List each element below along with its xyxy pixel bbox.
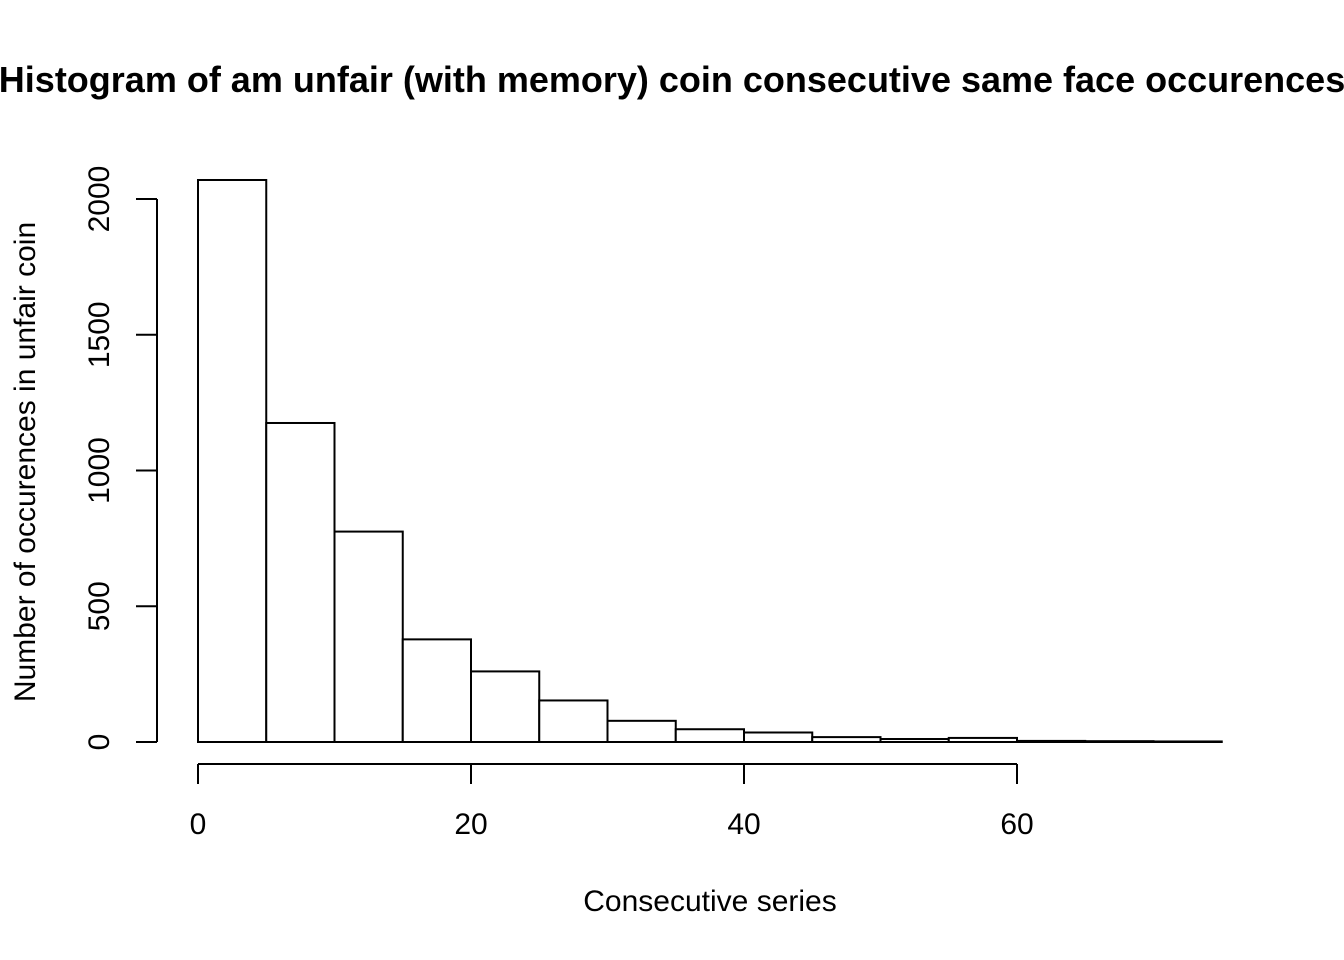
y-axis: 0 500 1000 1500 2000 <box>83 166 158 751</box>
x-tick-label: 0 <box>190 808 207 841</box>
y-tick-label: 1500 <box>83 301 116 368</box>
y-axis-label: Number of occurences in unfair coin <box>9 222 42 702</box>
y-tick-label: 2000 <box>83 166 116 233</box>
y-tick-label: 1000 <box>83 437 116 504</box>
x-tick-label: 20 <box>454 808 487 841</box>
histogram-bar <box>538 699 609 744</box>
histogram-bar <box>743 731 814 743</box>
histogram-bar <box>1084 740 1155 743</box>
x-axis: 0 20 40 60 <box>190 763 1034 841</box>
histogram-bar <box>1016 739 1087 744</box>
histogram-bar <box>197 178 268 743</box>
x-tick-label: 60 <box>1000 808 1033 841</box>
x-tick-label: 40 <box>727 808 760 841</box>
histogram-bar <box>401 638 472 743</box>
y-tick-label: 0 <box>83 734 116 751</box>
bars-group <box>197 178 1223 744</box>
histogram-bar <box>811 736 882 743</box>
histogram-bar <box>333 530 404 744</box>
histogram-bar <box>470 670 541 743</box>
histogram-bar <box>265 421 336 743</box>
histogram-bar <box>947 736 1018 743</box>
histogram-bar <box>606 719 677 743</box>
histogram-bar <box>879 738 950 743</box>
histogram-bar <box>674 728 745 744</box>
y-tick-label: 500 <box>83 581 116 631</box>
x-axis-label: Consecutive series <box>583 885 836 918</box>
histogram-bar <box>1152 740 1223 743</box>
chart-title: Histogram of am unfair (with memory) coi… <box>0 59 1344 100</box>
